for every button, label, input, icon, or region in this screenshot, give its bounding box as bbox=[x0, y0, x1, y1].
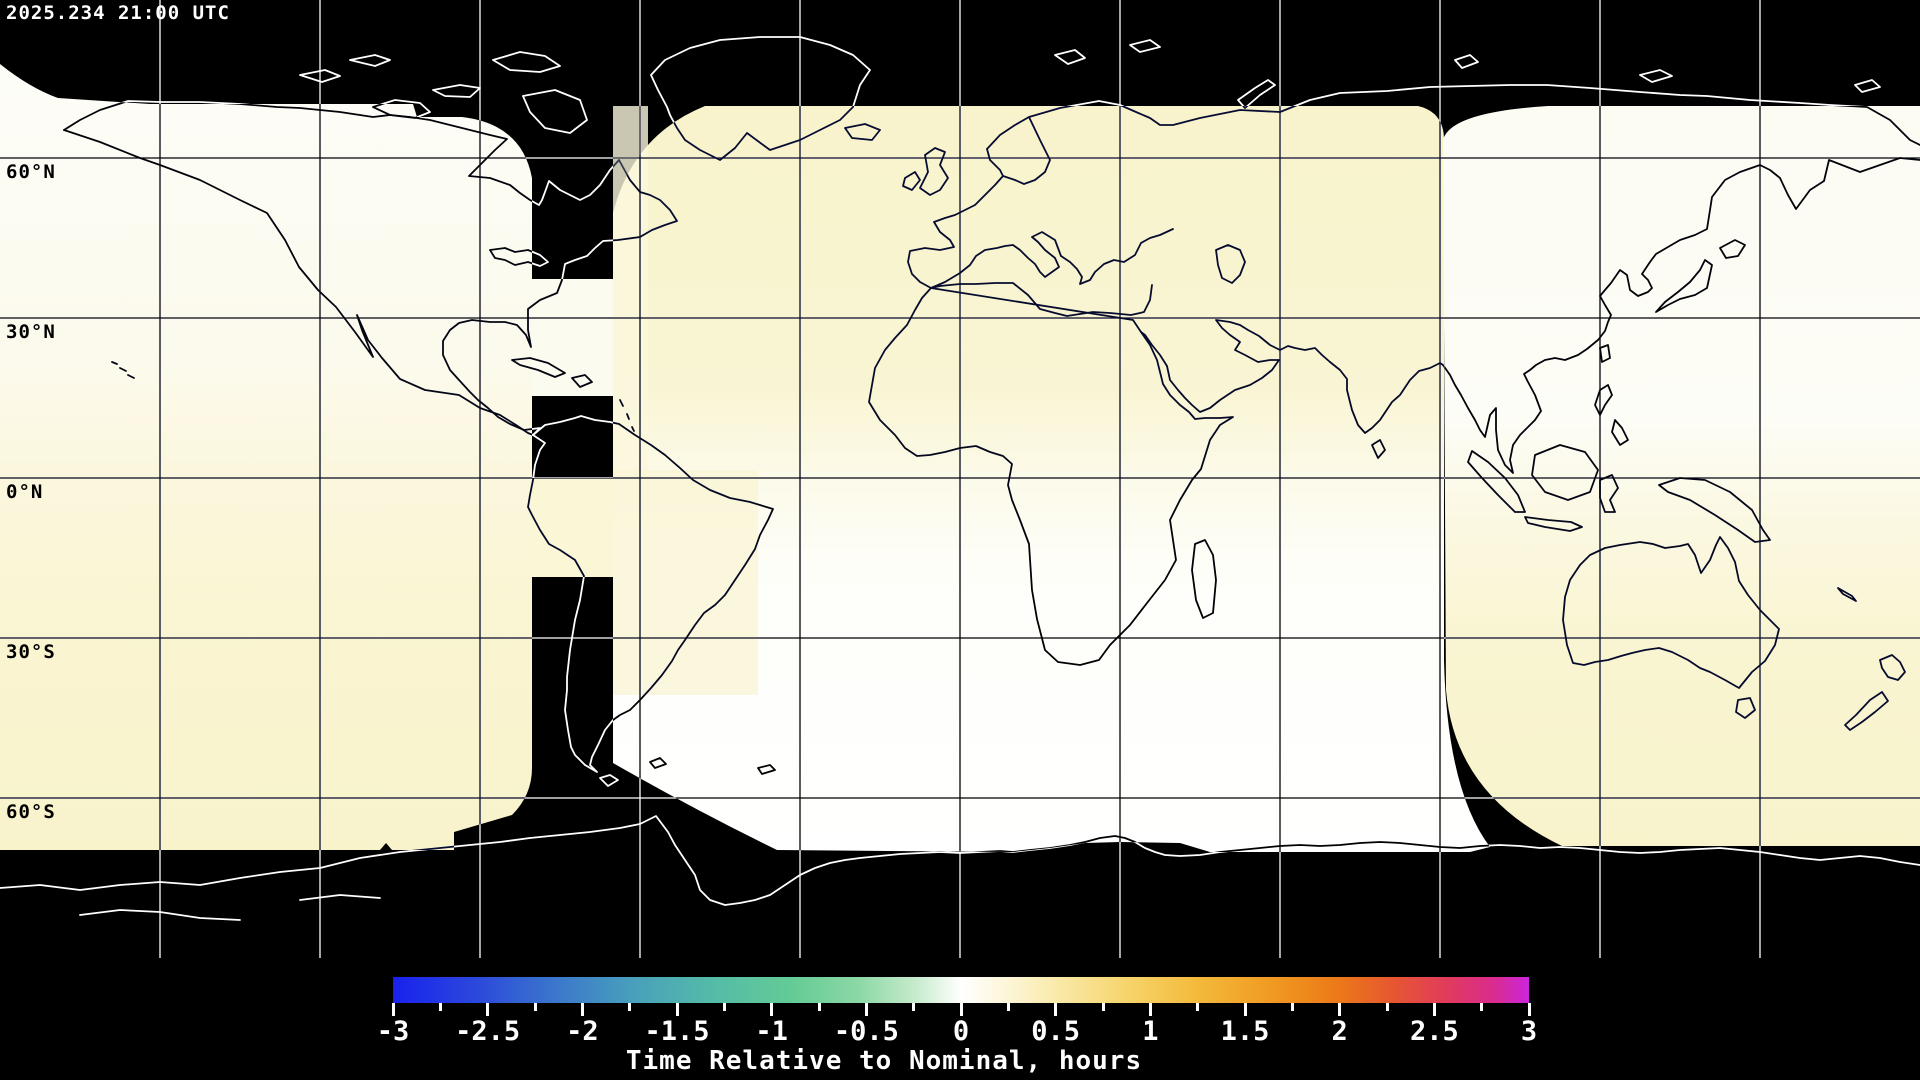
colorbar-tick-label: 3 bbox=[1520, 1016, 1538, 1047]
latitude-label: 30°S bbox=[6, 641, 56, 663]
center-swath-atlantic-tint bbox=[613, 470, 758, 695]
colorbar-minor-tick bbox=[817, 1003, 821, 1011]
colorbar-minor-tick bbox=[1101, 1003, 1105, 1011]
gap-column-patch-south bbox=[532, 478, 614, 577]
colorbar-major-tick bbox=[1338, 1003, 1342, 1016]
colorbar-tick-label: 0.5 bbox=[1031, 1016, 1081, 1047]
colorbar-tick-label: -0.5 bbox=[833, 1016, 899, 1047]
colorbar-minor-tick bbox=[533, 1003, 537, 1011]
colorbar-major-tick bbox=[770, 1003, 774, 1016]
center-data-swath bbox=[613, 106, 1490, 852]
world-map-plot bbox=[0, 0, 1920, 960]
colorbar-major-tick bbox=[864, 1003, 868, 1016]
center-swath-tint-column bbox=[613, 106, 648, 478]
colorbar-tick-label: -2 bbox=[566, 1016, 599, 1047]
colorbar-minor-tick bbox=[628, 1003, 632, 1011]
latitude-label: 0°N bbox=[6, 481, 44, 503]
latitude-label: 60°N bbox=[6, 161, 56, 183]
colorbar-major-tick bbox=[1243, 1003, 1247, 1016]
colorbar-tick-label: 1.5 bbox=[1220, 1016, 1270, 1047]
colorbar-minor-tick bbox=[1196, 1003, 1200, 1011]
latitude-label: 30°N bbox=[6, 321, 56, 343]
timestamp-label: 2025.234 21:00 UTC bbox=[6, 2, 230, 24]
colorbar-minor-tick bbox=[1006, 1003, 1010, 1011]
colorbar-minor-tick bbox=[1290, 1003, 1294, 1011]
colorbar-major-tick bbox=[675, 1003, 679, 1016]
colorbar-major-tick bbox=[1527, 1003, 1531, 1016]
colorbar-major-tick bbox=[959, 1003, 963, 1016]
colorbar-tick-label: 0 bbox=[952, 1016, 970, 1047]
colorbar-tick-label: -2.5 bbox=[455, 1016, 521, 1047]
east-data-swath bbox=[1443, 106, 1920, 846]
colorbar-minor-tick bbox=[438, 1003, 442, 1011]
colorbar-gradient bbox=[393, 977, 1529, 1003]
colorbar-tick-label: 1 bbox=[1142, 1016, 1159, 1047]
latitude-gridlines bbox=[0, 157, 1920, 799]
colorbar-major-tick bbox=[1432, 1003, 1436, 1016]
colorbar-major-tick bbox=[486, 1003, 490, 1016]
colorbar-minor-tick bbox=[722, 1003, 726, 1011]
colorbar-tick-label: 2 bbox=[1331, 1016, 1348, 1047]
colorbar-tick-label: -3 bbox=[376, 1016, 410, 1047]
colorbar-major-tick bbox=[1148, 1003, 1152, 1016]
colorbar-major-tick bbox=[391, 1003, 395, 1016]
colorbar-tick-label: -1 bbox=[755, 1016, 788, 1047]
colorbar-tick-label: -1.5 bbox=[644, 1016, 710, 1047]
colorbar-tick-label: 2.5 bbox=[1409, 1016, 1459, 1047]
coastlines bbox=[0, 36, 1920, 921]
latitude-label: 60°S bbox=[6, 801, 56, 823]
west-data-swath bbox=[0, 64, 532, 850]
colorbar-minor-tick bbox=[1385, 1003, 1389, 1011]
colorbar-minor-tick bbox=[912, 1003, 916, 1011]
colorbar-major-tick bbox=[580, 1003, 584, 1016]
colorbar-title: Time Relative to Nominal, hours bbox=[625, 1046, 1143, 1076]
colorbar-major-tick bbox=[1054, 1003, 1058, 1016]
colorbar-minor-tick bbox=[1480, 1003, 1484, 1011]
